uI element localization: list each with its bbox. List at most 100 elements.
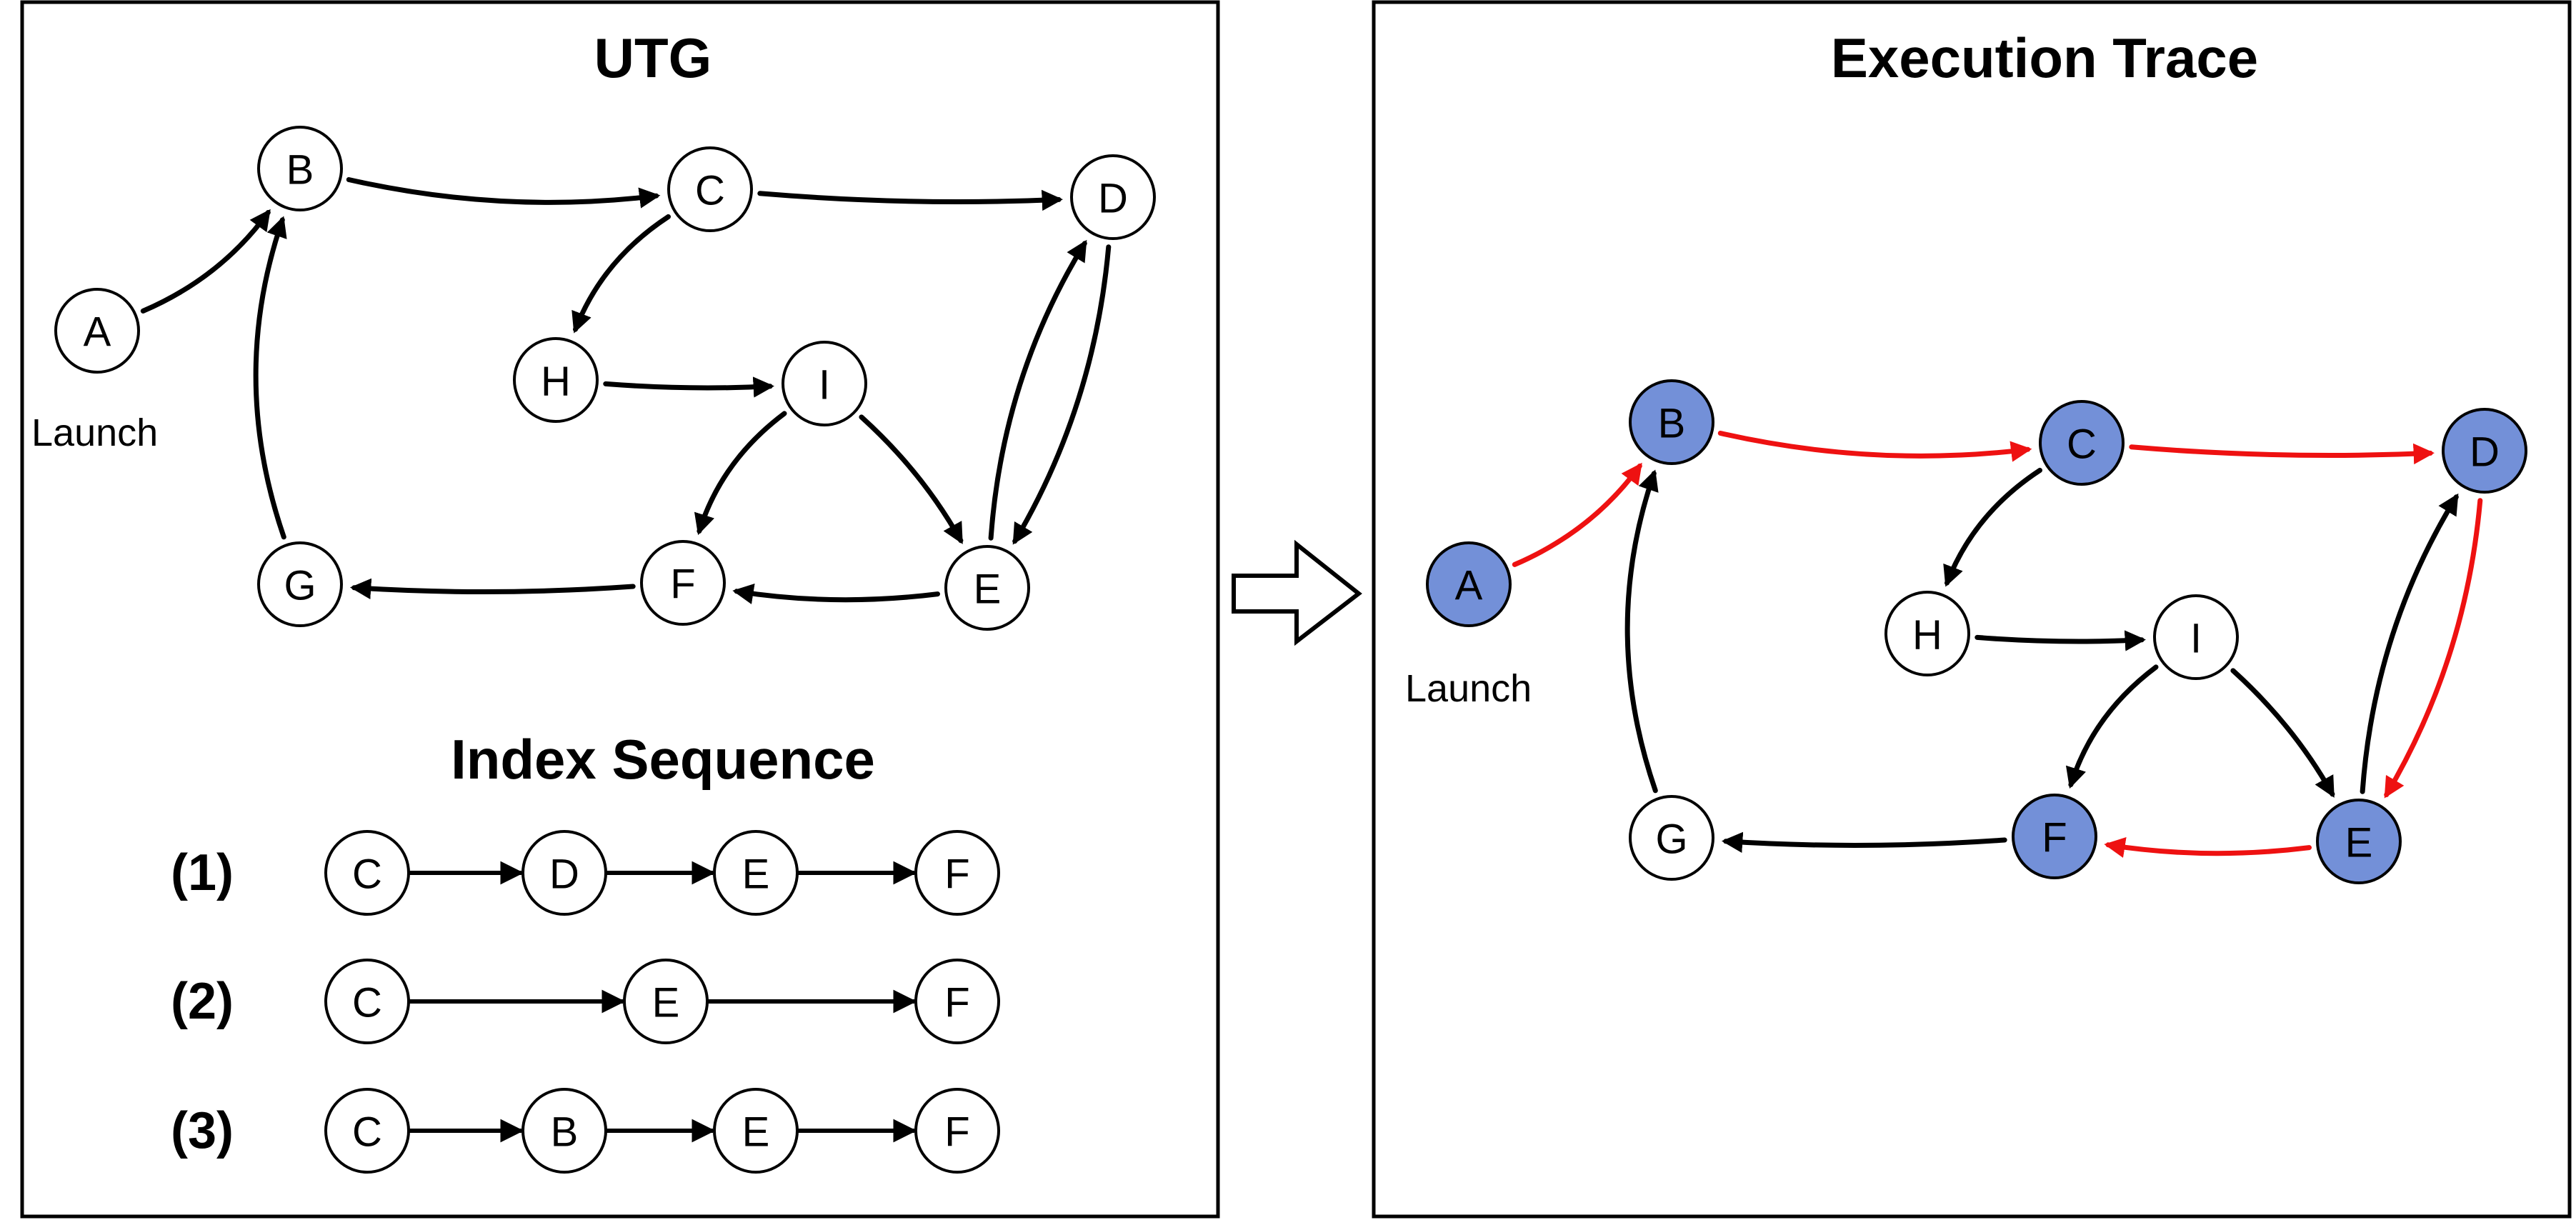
trace-node-b: B xyxy=(1629,379,1714,465)
utg-node-circle xyxy=(513,337,599,423)
utg-node-circle xyxy=(1070,154,1156,240)
index-sequence-node: E xyxy=(713,830,799,916)
trace-node-circle xyxy=(2012,794,2097,879)
utg-node-label: G xyxy=(284,563,316,609)
index-sequence-title: Index Sequence xyxy=(451,728,875,791)
trace-node-label: A xyxy=(1455,563,1483,609)
index-sequence-node-circle xyxy=(914,830,1000,916)
utg-title: UTG xyxy=(594,26,712,89)
index-sequence-node: C xyxy=(324,1088,410,1174)
utg-node-f: F xyxy=(640,540,726,626)
trace-edge-c-d xyxy=(2129,443,2435,465)
index-sequence-node-label: E xyxy=(742,851,770,898)
utg-edge-c-h xyxy=(571,214,671,334)
index-sequence-node: E xyxy=(623,959,709,1044)
utg-node-i: I xyxy=(782,341,867,426)
index-sequence-row: (3) C B E F xyxy=(171,1088,1000,1174)
trace-edge-c-h xyxy=(1943,467,2042,587)
trace-node-g: G xyxy=(1629,795,1714,881)
trace-node-label: C xyxy=(2067,421,2097,468)
utg-node-circle xyxy=(640,540,726,626)
index-sequence-node-label: C xyxy=(352,1109,382,1156)
index-sequence-node-circle xyxy=(324,959,410,1044)
utg-node-label: B xyxy=(286,147,314,194)
utg-node-circle xyxy=(782,341,867,426)
utg-node-circle xyxy=(257,126,343,211)
index-sequence-node: C xyxy=(324,959,410,1044)
index-sequence-node-label: F xyxy=(944,851,969,898)
trace-node-circle xyxy=(2039,400,2125,486)
index-sequence-node-circle xyxy=(324,830,410,916)
utg-edge-f-g xyxy=(349,578,636,599)
utg-panel: UTG Launch A B C D E F G H I xyxy=(20,0,1220,1219)
trace-edge-d-e xyxy=(2384,498,2483,799)
utg-node-label: E xyxy=(974,566,1002,613)
utg-edge-i-e xyxy=(859,414,964,544)
trace-edge-h-i xyxy=(1975,630,2146,651)
trace-node-label: E xyxy=(2345,820,2373,866)
index-sequence-node-circle xyxy=(713,830,799,916)
trace-edge-b-c xyxy=(1717,431,2032,462)
index-sequence-node: C xyxy=(324,830,410,916)
index-sequence-section: Index Sequence (1) C D E F (2) C E F (3) C B E F xyxy=(171,728,1000,1174)
utg-nodes: A B C D E F G H I xyxy=(54,126,1156,631)
utg-edges xyxy=(140,177,1112,604)
trace-panel-border xyxy=(1372,0,2572,1219)
utg-node-circle xyxy=(257,541,343,627)
trace-node-circle xyxy=(2153,594,2239,680)
utg-node-a: A xyxy=(54,288,140,374)
index-sequence-node: D xyxy=(521,830,607,916)
utg-edge-b-c xyxy=(346,177,661,209)
index-sequence-row-label: (3) xyxy=(171,1102,234,1159)
index-sequence-node-circle xyxy=(623,959,709,1044)
trace-node-f: F xyxy=(2012,794,2097,879)
trace-node-e: E xyxy=(2316,799,2402,884)
utg-panel-border xyxy=(20,0,1220,1219)
trace-edge-g-b xyxy=(1624,469,1659,794)
index-sequence-node-label: E xyxy=(742,1109,770,1156)
index-sequence-node-label: F xyxy=(944,1109,969,1156)
index-sequence-row: (1) C D E F xyxy=(171,830,1000,916)
utg-node-h: H xyxy=(513,337,599,423)
index-sequence-node: E xyxy=(713,1088,799,1174)
index-sequence-node-label: C xyxy=(352,851,382,898)
utg-node-circle xyxy=(944,545,1030,631)
utg-node-g: G xyxy=(257,541,343,627)
utg-node-e: E xyxy=(944,545,1030,631)
trace-node-c: C xyxy=(2039,400,2125,486)
trace-panel: Execution Trace Launch A B C D E F G H I xyxy=(1372,0,2572,1219)
trace-node-circle xyxy=(1629,795,1714,881)
index-sequence-node: F xyxy=(914,1088,1000,1174)
utg-node-circle xyxy=(667,146,753,232)
utg-node-label: F xyxy=(670,561,695,608)
trace-node-label: H xyxy=(1912,612,1942,659)
trace-edge-i-f xyxy=(2065,664,2159,789)
trace-node-label: D xyxy=(2470,429,2500,476)
utg-edge-a-b xyxy=(140,209,271,314)
index-sequence-row: (2) C E F xyxy=(171,959,1000,1044)
utg-edge-e-d xyxy=(988,239,1087,541)
utg-node-label: H xyxy=(541,359,571,405)
trace-title: Execution Trace xyxy=(1831,26,2258,89)
utg-node-label: D xyxy=(1098,176,1128,222)
trace-edge-a-b xyxy=(1512,462,1642,567)
trace-node-i: I xyxy=(2153,594,2239,680)
trace-node-d: D xyxy=(2442,408,2527,494)
trace-node-circle xyxy=(2316,799,2402,884)
trace-edge-i-e xyxy=(2230,668,2335,798)
trace-node-circle xyxy=(1629,379,1714,465)
utg-node-label: A xyxy=(84,309,111,356)
trace-edge-f-g xyxy=(1721,831,2007,853)
trace-node-a: A xyxy=(1426,541,1512,627)
trace-edges xyxy=(1512,431,2483,858)
index-sequence-node-label: B xyxy=(551,1109,579,1156)
utg-node-c: C xyxy=(667,146,753,232)
utg-node-d: D xyxy=(1070,154,1156,240)
index-sequence-node-circle xyxy=(914,959,1000,1044)
utg-node-b: B xyxy=(257,126,343,211)
trace-nodes: A B C D E F G H I xyxy=(1426,379,2527,884)
utg-launch-label: Launch xyxy=(31,411,158,454)
index-sequence-node: B xyxy=(521,1088,607,1174)
index-sequence-node-label: F xyxy=(944,980,969,1026)
